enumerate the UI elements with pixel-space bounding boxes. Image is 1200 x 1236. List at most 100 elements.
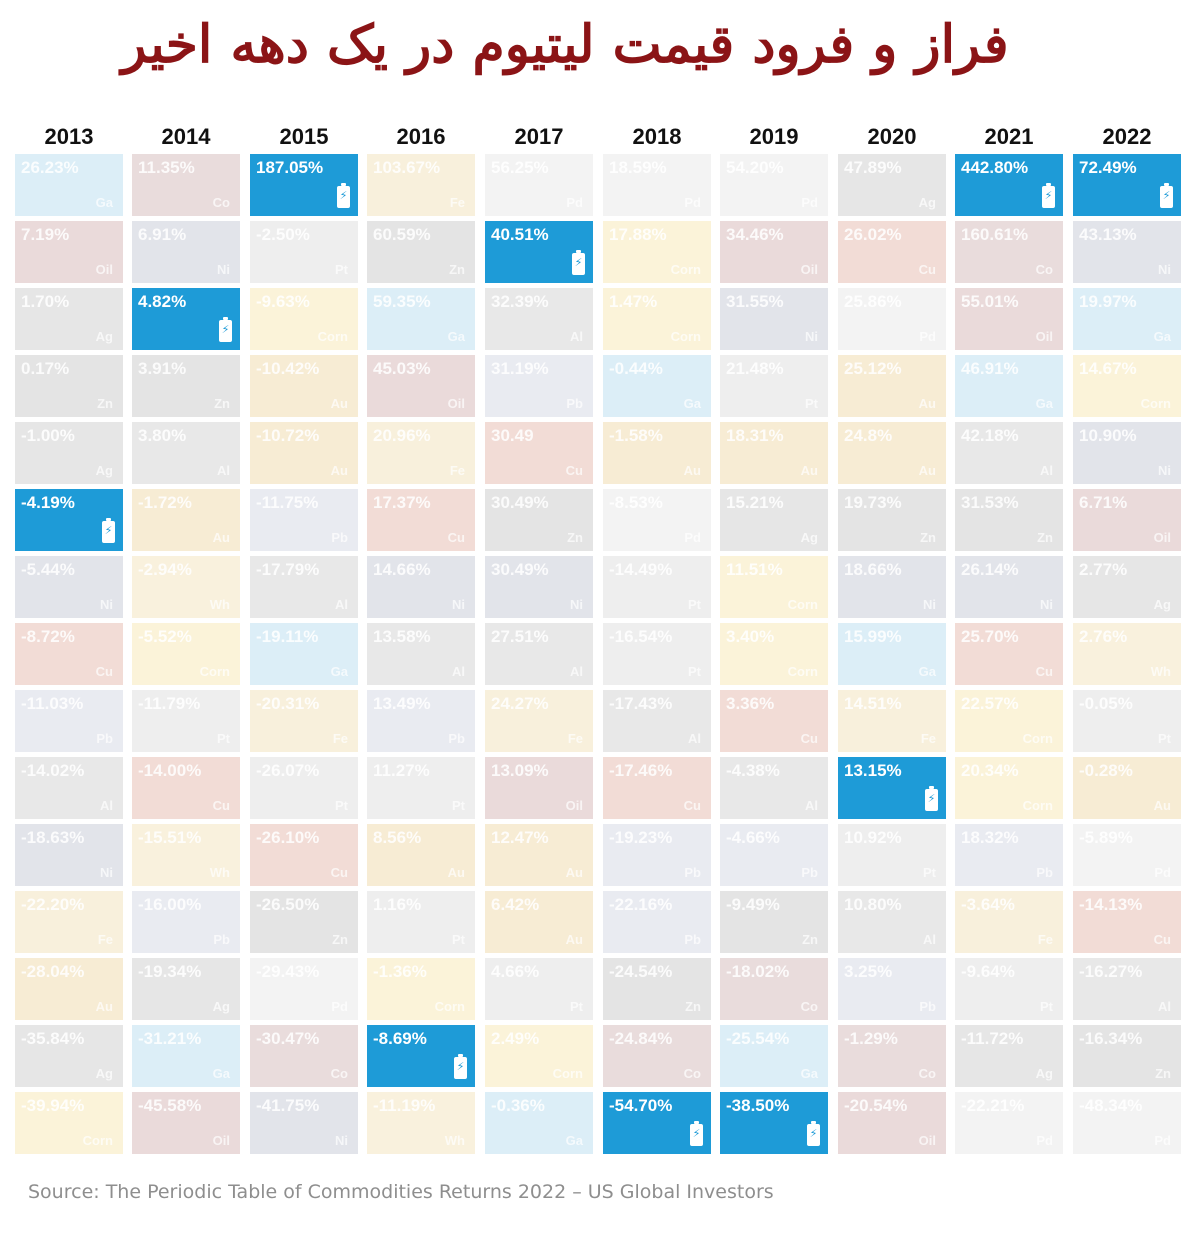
commodity-cell: 103.67% Fe — [367, 154, 475, 216]
return-value: 11.35% — [138, 158, 195, 177]
commodity-symbol: Wh — [444, 1133, 465, 1148]
commodity-symbol: Pb — [213, 932, 230, 947]
return-value: 31.53% — [961, 493, 1019, 512]
commodity-symbol: Al — [452, 664, 465, 679]
commodity-cell: 30.49% Zn — [485, 489, 593, 551]
commodity-symbol: Al — [1040, 463, 1053, 478]
return-value: -1.00% — [21, 426, 75, 445]
return-value: 27.51% — [491, 627, 549, 646]
commodity-cell: -16.34% Zn — [1073, 1025, 1181, 1087]
commodity-cell: -5.44% Ni — [15, 556, 123, 618]
return-value: 10.80% — [844, 895, 902, 914]
commodity-cell: 26.02% Cu — [838, 221, 946, 283]
return-value: 10.90% — [1079, 426, 1137, 445]
commodity-symbol: Fe — [449, 195, 465, 210]
return-value: 31.19% — [491, 359, 549, 378]
commodity-symbol: Ni — [100, 597, 113, 612]
commodity-symbol: Au — [565, 932, 583, 947]
return-value: -19.11% — [256, 627, 319, 646]
return-value: 2.49% — [491, 1029, 540, 1048]
return-value: -9.49% — [726, 895, 780, 914]
battery-icon — [102, 518, 115, 543]
commodity-symbol: Au — [95, 999, 113, 1014]
commodity-cell: 0.17% Zn — [15, 355, 123, 417]
commodity-cell: 1.16% Pt — [367, 891, 475, 953]
return-value: 18.32% — [961, 828, 1019, 847]
commodity-cell: 8.56% Au — [367, 824, 475, 886]
return-value: -19.34% — [138, 962, 202, 981]
commodity-cell: 11.51% Corn — [720, 556, 828, 618]
commodity-cell: -35.84% Ag — [15, 1025, 123, 1087]
return-value: 1.47% — [609, 292, 658, 311]
commodity-symbol: Corn — [82, 1133, 113, 1148]
commodity-symbol: Oil — [918, 1133, 936, 1148]
return-value: 2.76% — [1079, 627, 1128, 646]
return-value: 59.35% — [373, 292, 431, 311]
return-value: -1.72% — [138, 493, 192, 512]
return-value: 45.03% — [373, 359, 431, 378]
commodity-cell: -24.54% Zn — [603, 958, 711, 1020]
commodity-cell: -0.36% Ga — [485, 1092, 593, 1154]
battery-icon — [1160, 183, 1173, 208]
return-value: 4.82% — [138, 292, 187, 311]
commodity-symbol: Corn — [1140, 396, 1171, 411]
commodity-cell: -20.31% Fe — [250, 690, 358, 752]
commodity-symbol: Oil — [800, 262, 818, 277]
year-label: 2016 — [396, 124, 446, 149]
commodity-symbol: Fe — [1037, 932, 1053, 947]
commodity-cell: 34.46% Oil — [720, 221, 828, 283]
commodity-symbol: Au — [565, 865, 583, 880]
return-value: -39.94% — [21, 1096, 85, 1115]
commodity-symbol: Ga — [565, 1133, 583, 1148]
return-value: -5.44% — [21, 560, 75, 579]
commodity-symbol: Ga — [1153, 329, 1171, 344]
return-value: -18.63% — [21, 828, 85, 847]
commodity-symbol: Al — [688, 731, 701, 746]
commodity-symbol: Pd — [1036, 1133, 1053, 1148]
return-value: 4.66% — [491, 962, 540, 981]
commodity-cell: -18.63% Ni — [15, 824, 123, 886]
commodity-cell: -1.58% Au — [603, 422, 711, 484]
return-value: 47.89% — [844, 158, 902, 177]
return-value: -11.03% — [21, 694, 84, 713]
year-header-row: 2013 2014 2015 2016 2017 2018 2019 2020 2021 2022 — [0, 124, 1200, 152]
commodity-symbol: Ga — [330, 664, 348, 679]
commodity-symbol: Pb — [566, 396, 583, 411]
commodity-symbol: Al — [335, 597, 348, 612]
return-value: 11.51% — [726, 560, 783, 579]
commodity-symbol: Oil — [1153, 530, 1171, 545]
commodity-cell: -14.49% Pt — [603, 556, 711, 618]
commodity-cell: 59.35% Ga — [367, 288, 475, 350]
commodity-cell: 25.12% Au — [838, 355, 946, 417]
commodity-cell: -20.54% Oil — [838, 1092, 946, 1154]
commodity-cell: -17.43% Al — [603, 690, 711, 752]
commodity-cell: -2.50% Pt — [250, 221, 358, 283]
commodity-symbol: Oil — [565, 798, 583, 813]
commodity-symbol: Cu — [212, 798, 230, 813]
commodity-symbol: Ni — [1158, 463, 1171, 478]
commodity-symbol: Zn — [567, 530, 583, 545]
commodity-symbol: Pt — [452, 932, 465, 947]
commodity-cell: 14.67% Corn — [1073, 355, 1181, 417]
commodity-cell: -16.54% Pt — [603, 623, 711, 685]
commodity-cell: 18.66% Ni — [838, 556, 946, 618]
commodity-cell: -48.34% Pd — [1073, 1092, 1181, 1154]
return-value: -14.02% — [21, 761, 85, 780]
return-value: -2.50% — [256, 225, 310, 244]
return-value: 1.16% — [373, 895, 422, 914]
return-value: 18.59% — [609, 158, 667, 177]
commodity-symbol: Cu — [918, 262, 936, 277]
return-value: 0.17% — [21, 359, 70, 378]
commodity-cell: 26.14% Ni — [955, 556, 1063, 618]
return-value: -1.58% — [609, 426, 663, 445]
return-value: -24.84% — [609, 1029, 673, 1048]
return-value: -4.66% — [726, 828, 780, 847]
commodity-symbol: Au — [918, 396, 936, 411]
commodity-symbol: Corn — [1022, 798, 1053, 813]
return-value: -18.02% — [726, 962, 790, 981]
commodity-symbol: Au — [800, 463, 818, 478]
return-value: 21.48% — [726, 359, 784, 378]
return-value: 55.01% — [961, 292, 1019, 311]
return-value: -16.54% — [609, 627, 673, 646]
